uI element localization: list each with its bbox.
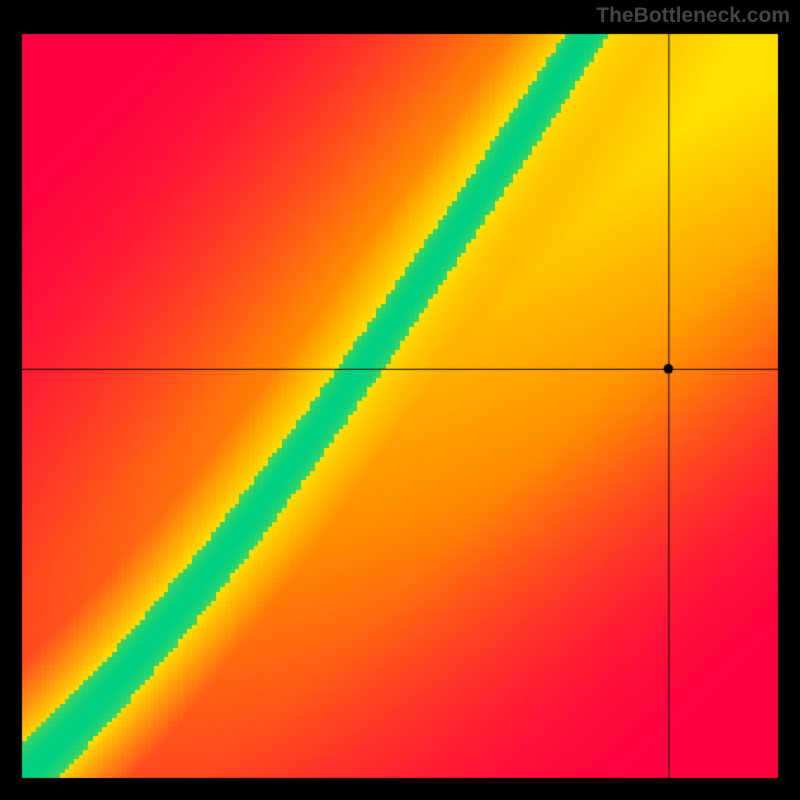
watermark-text: TheBottleneck.com — [596, 4, 790, 28]
bottleneck-heatmap — [0, 0, 800, 800]
